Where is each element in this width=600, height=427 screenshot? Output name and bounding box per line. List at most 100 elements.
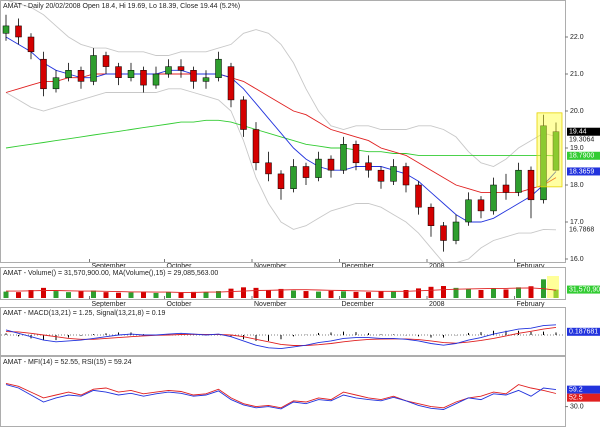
histogram-bar [230, 335, 232, 337]
volume-bar [3, 291, 9, 298]
x-tick-label: October [167, 301, 193, 308]
candle-body [27, 36, 35, 53]
y-tick-label: 30.0 [570, 403, 584, 410]
candle-body [502, 184, 510, 193]
y-tick-label: 18.0 [570, 182, 584, 189]
indicator-line [5, 384, 557, 410]
candle-body [402, 166, 410, 186]
histogram-bar [318, 332, 319, 335]
volume-bar [103, 292, 109, 298]
indicator-line [5, 324, 557, 350]
candle-body [365, 162, 372, 171]
candle-body [465, 199, 472, 223]
candle-body [227, 66, 235, 101]
value-tag: 31,570,900 [569, 286, 600, 293]
histogram-bar [418, 335, 419, 337]
candle-body [2, 25, 10, 34]
panel-title: AMAT - MFI(14) = 52.55, RSI(15) = 59.24 [3, 359, 132, 366]
histogram-bar [480, 332, 482, 335]
x-tick-label: November [254, 263, 287, 270]
x-tick-label: October [167, 263, 193, 270]
y-tick-label: 21.0 [570, 71, 584, 78]
candle-body [252, 129, 260, 164]
plot-area [3, 276, 559, 298]
panel-title: AMAT - MACD(13,21) = 1.25, Signal(13,21,… [3, 310, 165, 317]
candle-body [115, 66, 122, 78]
volume-bar [328, 290, 334, 298]
panel-title: AMAT - Volume() = 31,570,900.00, MA(Volu… [3, 270, 218, 277]
volume-bar [28, 290, 34, 298]
candle-body [127, 70, 135, 78]
volume-bar [278, 288, 284, 298]
volume-bar [191, 291, 196, 298]
volume-bar [516, 287, 521, 298]
value-tag-box [567, 151, 600, 160]
candle-body [15, 25, 22, 38]
value-tag: 16.7868 [569, 227, 594, 234]
volume-bar [503, 289, 509, 298]
volume-bar [78, 291, 84, 298]
histogram-bar [255, 335, 257, 341]
candle-body [240, 99, 247, 130]
histogram-bar [343, 331, 344, 335]
volume-bar [166, 292, 171, 298]
volume-bar [291, 290, 296, 298]
histogram-bar [18, 335, 19, 337]
volume-bar [203, 292, 209, 298]
volume-bar [266, 290, 271, 298]
value-tag-box [567, 393, 600, 402]
candle-body [552, 131, 560, 171]
volume-bar [241, 287, 246, 298]
candle-body [90, 55, 97, 82]
candle-body [165, 66, 172, 75]
histogram-bar [543, 331, 544, 335]
volume-bar [153, 292, 159, 298]
histogram-bar [268, 335, 269, 341]
volume-bar [391, 291, 396, 298]
value-tag: 19.3064 [569, 137, 594, 144]
volume-bar [116, 292, 121, 298]
histogram-bar [43, 335, 44, 341]
candle-body [302, 166, 310, 178]
indicator-line [5, 326, 557, 346]
histogram-bar [5, 333, 7, 335]
volume-bar [253, 287, 259, 298]
value-tag-box [567, 327, 600, 336]
value-tag-box [567, 167, 600, 176]
x-tick-label: February [517, 263, 546, 270]
volume-bar [128, 292, 134, 298]
plot-area [2, 1, 563, 262]
volume-bar [491, 288, 496, 298]
candle-body [440, 225, 447, 241]
value-tag: 59.2 [569, 386, 583, 393]
x-tick-label: September [92, 301, 127, 308]
histogram-bar [330, 332, 332, 335]
volume-bar [378, 291, 384, 298]
y-tick-label: 19.0 [570, 145, 584, 152]
value-tag-box [567, 285, 600, 294]
candle-body [102, 55, 110, 67]
histogram-bar [55, 335, 57, 341]
value-tag: 18.7900 [569, 153, 594, 160]
candle-body [515, 169, 522, 193]
volume-bar [453, 287, 459, 298]
histogram-bar [368, 333, 369, 335]
candle-body [477, 199, 485, 212]
indicator-line [5, 73, 557, 193]
histogram-bar [380, 334, 382, 335]
value-tag: 52.5 [569, 394, 583, 401]
value-tag: 19.44 [569, 129, 587, 136]
candle-body [65, 70, 72, 78]
candle-body [152, 73, 160, 86]
histogram-bar [105, 333, 107, 335]
volume-bar [403, 290, 409, 298]
candle-body [40, 58, 47, 90]
histogram-bar [430, 335, 432, 338]
candle-body [177, 66, 185, 71]
volume-bar [528, 286, 534, 298]
candle-body [352, 144, 360, 164]
indicator-line [5, 88, 557, 262]
volume-bar [416, 288, 421, 298]
candle-body [377, 169, 385, 182]
